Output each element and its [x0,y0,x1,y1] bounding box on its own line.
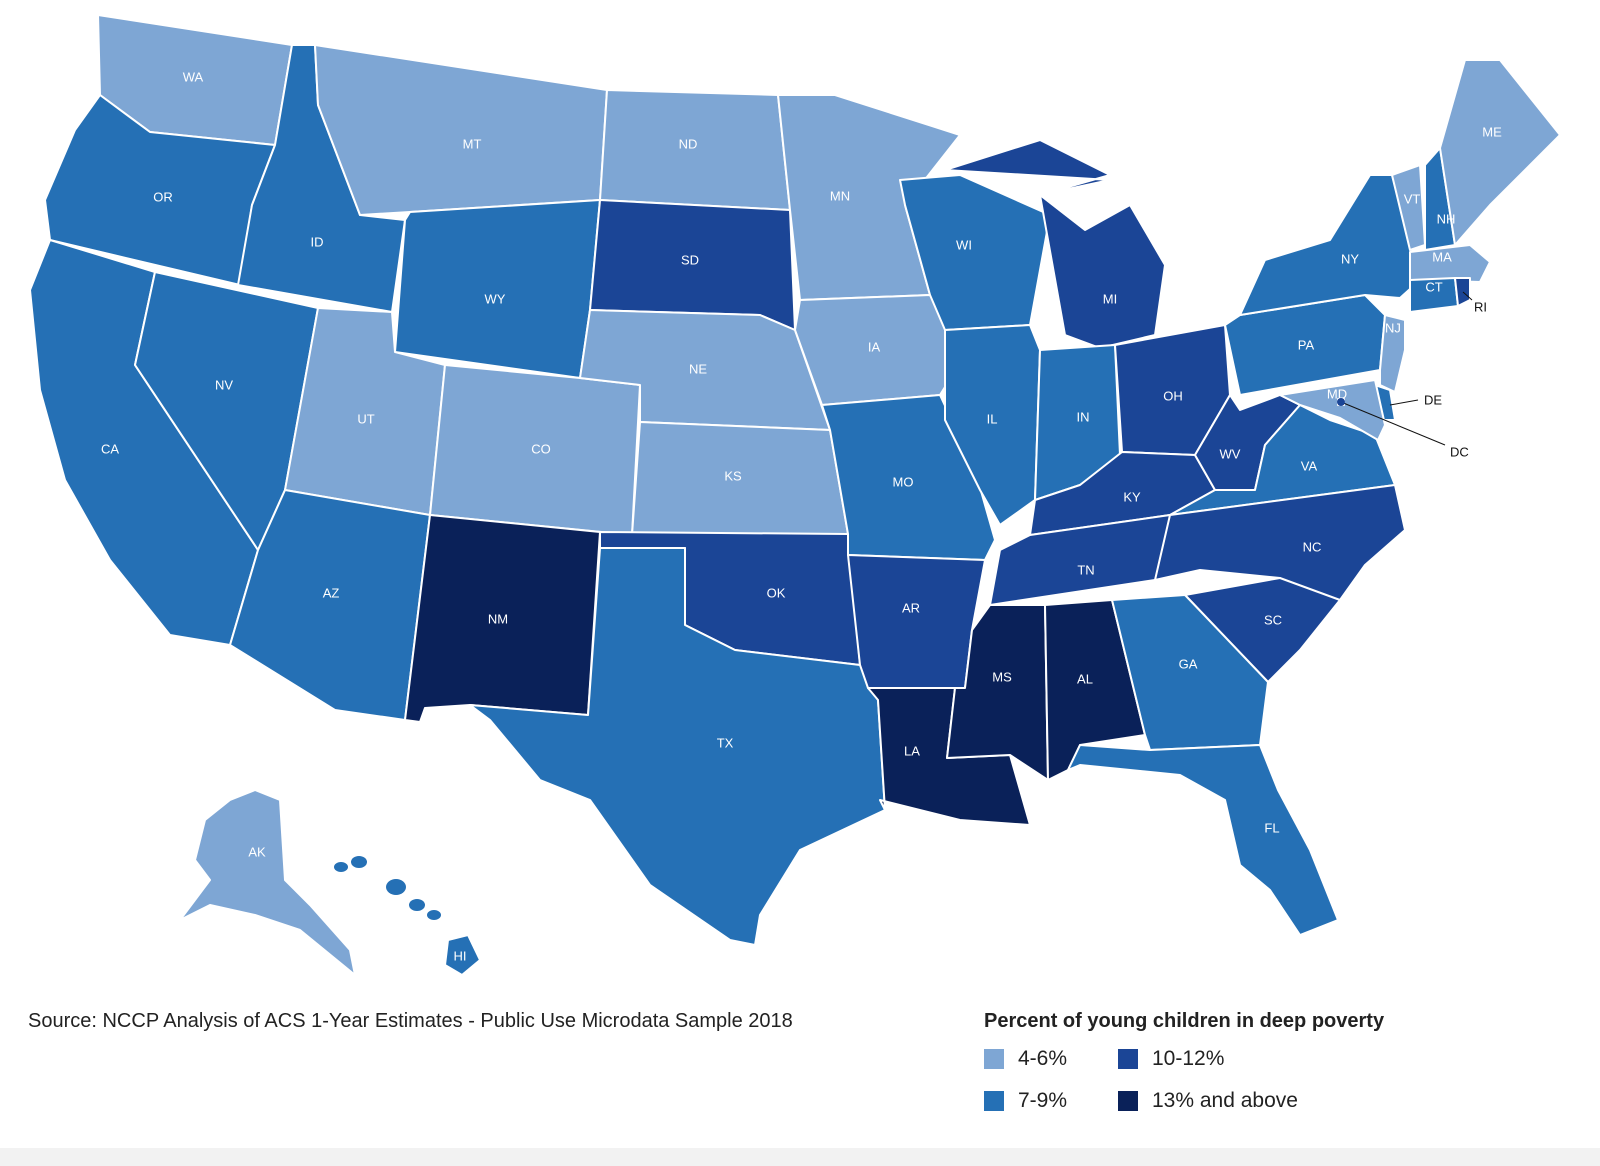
state-label-pa: PA [1298,337,1315,352]
state-nj [1379,314,1406,393]
state-label-mi: MI [1103,291,1117,306]
state-label-nh: NH [1437,211,1456,226]
state-label-me: ME [1482,124,1502,139]
state-hi-island-1 [351,856,367,868]
legend-item-10-12: 10-12% [1118,1047,1224,1071]
state-label-az: AZ [323,585,340,600]
callouts-layer: RI DE DC [1337,291,1487,459]
state-mt [314,44,608,216]
labels-layer: WA OR CA ID NV MT WY UT AZ CO NM ND SD NE KS OK TX MN IA MO… [101,69,1502,963]
state-mi [944,139,1166,349]
state-label-wa: WA [183,69,204,84]
state-label-ne: NE [689,361,707,376]
state-label-co: CO [531,441,551,456]
state-label-ms: MS [992,669,1012,684]
state-label-de: DE [1424,392,1442,407]
state-label-oh: OH [1163,388,1183,403]
state-ny [1239,174,1421,316]
state-label-ak: AK [248,844,266,859]
state-label-wy: WY [485,291,506,306]
dc-marker [1337,398,1345,406]
callout-line-dc [1340,401,1446,446]
state-ak [179,789,356,976]
state-hi-island-4 [427,910,441,920]
source-note: Source: NCCP Analysis of ACS 1-Year Esti… [28,1010,793,1032]
callout-line-de [1389,399,1419,406]
state-hi [444,934,481,976]
legend: Percent of young children in deep povert… [984,1010,1584,1147]
state-label-ia: IA [868,339,881,354]
us-choropleth-map: WA OR CA ID NV MT WY UT AZ CO NM ND SD NE KS OK TX MN IA MO… [29,14,1561,976]
states-layer [29,14,1561,976]
state-label-sc: SC [1264,612,1282,627]
state-label-wv: WV [1220,446,1241,461]
legend-swatch-13-plus [1118,1091,1138,1111]
state-label-ar: AR [902,600,920,615]
legend-label-13-plus: 13% and above [1152,1089,1298,1112]
state-wy [394,199,601,379]
state-label-ny: NY [1341,251,1359,266]
state-hi-island-3 [409,899,425,911]
legend-label-4-6: 4-6% [1018,1047,1068,1070]
state-label-ks: KS [724,468,742,483]
legend-item-7-9: 7-9% [984,1089,1067,1113]
state-hi-island-2 [386,879,406,895]
state-label-tx: TX [717,735,734,750]
state-fl [1067,744,1339,936]
state-label-hi: HI [454,948,467,963]
state-label-ga: GA [1179,656,1198,671]
state-label-md: MD [1327,386,1347,401]
state-label-mt: MT [463,136,482,151]
state-ma [1409,244,1491,283]
state-label-sd: SD [681,252,699,267]
state-label-nd: ND [679,136,698,151]
legend-grid: 4-6% 7-9% 10-12% 13% and above [984,1047,1584,1147]
state-md [1279,379,1386,441]
state-tx [469,547,886,946]
legend-swatch-10-12 [1118,1049,1138,1069]
state-label-vt: VT [1404,191,1421,206]
state-label-al: AL [1077,671,1093,686]
state-label-or: OR [153,189,173,204]
legend-swatch-4-6 [984,1049,1004,1069]
state-label-ut: UT [357,411,374,426]
state-label-ri: RI [1474,299,1487,314]
callout-line-ri [1462,291,1473,301]
state-il [944,324,1041,526]
legend-title: Percent of young children in deep povert… [984,1010,1385,1032]
state-label-ca: CA [101,441,119,456]
state-label-ma: MA [1432,249,1452,264]
state-label-nm: NM [488,611,508,626]
state-label-tn: TN [1077,562,1094,577]
state-label-in: IN [1077,409,1090,424]
state-label-ky: KY [1123,489,1141,504]
bottom-strip [0,1148,1600,1166]
state-label-nv: NV [215,377,233,392]
state-label-wi: WI [956,237,972,252]
state-label-ct: CT [1425,279,1442,294]
state-label-la: LA [904,743,920,758]
legend-swatch-7-9 [984,1091,1004,1111]
state-label-mo: MO [893,474,914,489]
state-me [1439,59,1561,246]
state-label-ok: OK [767,585,786,600]
state-hi-island-0 [334,862,348,872]
legend-label-7-9: 7-9% [1018,1089,1068,1112]
state-label-nj: NJ [1385,320,1401,335]
state-co [429,364,641,536]
legend-item-13-plus: 13% and above [1118,1089,1298,1113]
legend-item-4-6: 4-6% [984,1047,1067,1071]
state-label-id: ID [311,234,324,249]
legend-label-10-12: 10-12% [1152,1047,1225,1070]
state-label-dc: DC [1450,444,1469,459]
state-ri [1454,277,1471,307]
state-label-va: VA [1301,458,1318,473]
state-label-nc: NC [1303,539,1322,554]
state-label-fl: FL [1264,820,1279,835]
state-ar [847,554,986,689]
state-label-il: IL [987,411,998,426]
state-label-mn: MN [830,188,850,203]
